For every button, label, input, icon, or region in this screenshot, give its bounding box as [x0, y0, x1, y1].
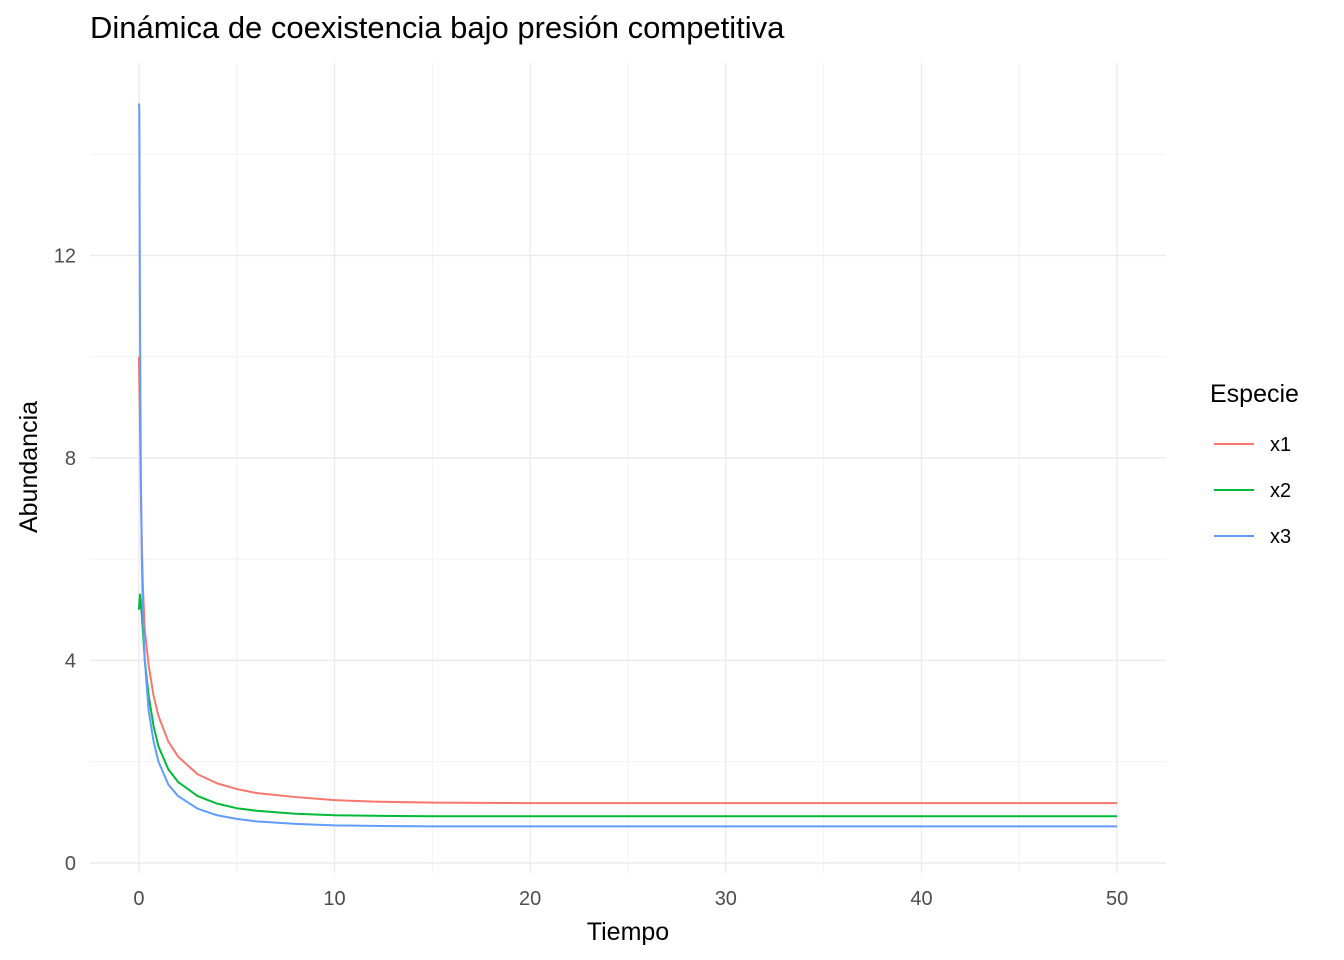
legend-title: Especie — [1210, 380, 1299, 408]
x-tick-label: 50 — [1106, 888, 1128, 910]
y-axis-ticks: 0 4 8 12 — [54, 245, 76, 875]
x-tick-label: 20 — [519, 888, 541, 910]
y-tick-label: 12 — [54, 245, 76, 267]
y-tick-label: 8 — [65, 448, 76, 470]
chart-title: Dinámica de coexistencia bajo presión co… — [90, 10, 785, 45]
legend-label-x3: x3 — [1270, 526, 1291, 548]
series-lines — [137, 103, 1118, 828]
legend-label-x1: x1 — [1270, 434, 1291, 456]
x-tick-label: 10 — [323, 888, 345, 910]
grid — [90, 63, 1166, 873]
series-line-x3 — [137, 103, 1118, 828]
x-axis-title: Tiempo — [587, 918, 669, 946]
legend-label-x2: x2 — [1270, 480, 1291, 502]
x-tick-label: 30 — [715, 888, 737, 910]
y-tick-label: 4 — [65, 650, 76, 672]
y-axis-title: Abundancia — [15, 401, 43, 533]
x-axis-ticks: 0 10 20 30 40 50 — [133, 888, 1128, 910]
x-tick-label: 40 — [910, 888, 932, 910]
legend: Especie x1 x2 x3 — [1210, 380, 1299, 548]
y-tick-label: 0 — [65, 853, 76, 875]
x-tick-label: 0 — [133, 888, 144, 910]
